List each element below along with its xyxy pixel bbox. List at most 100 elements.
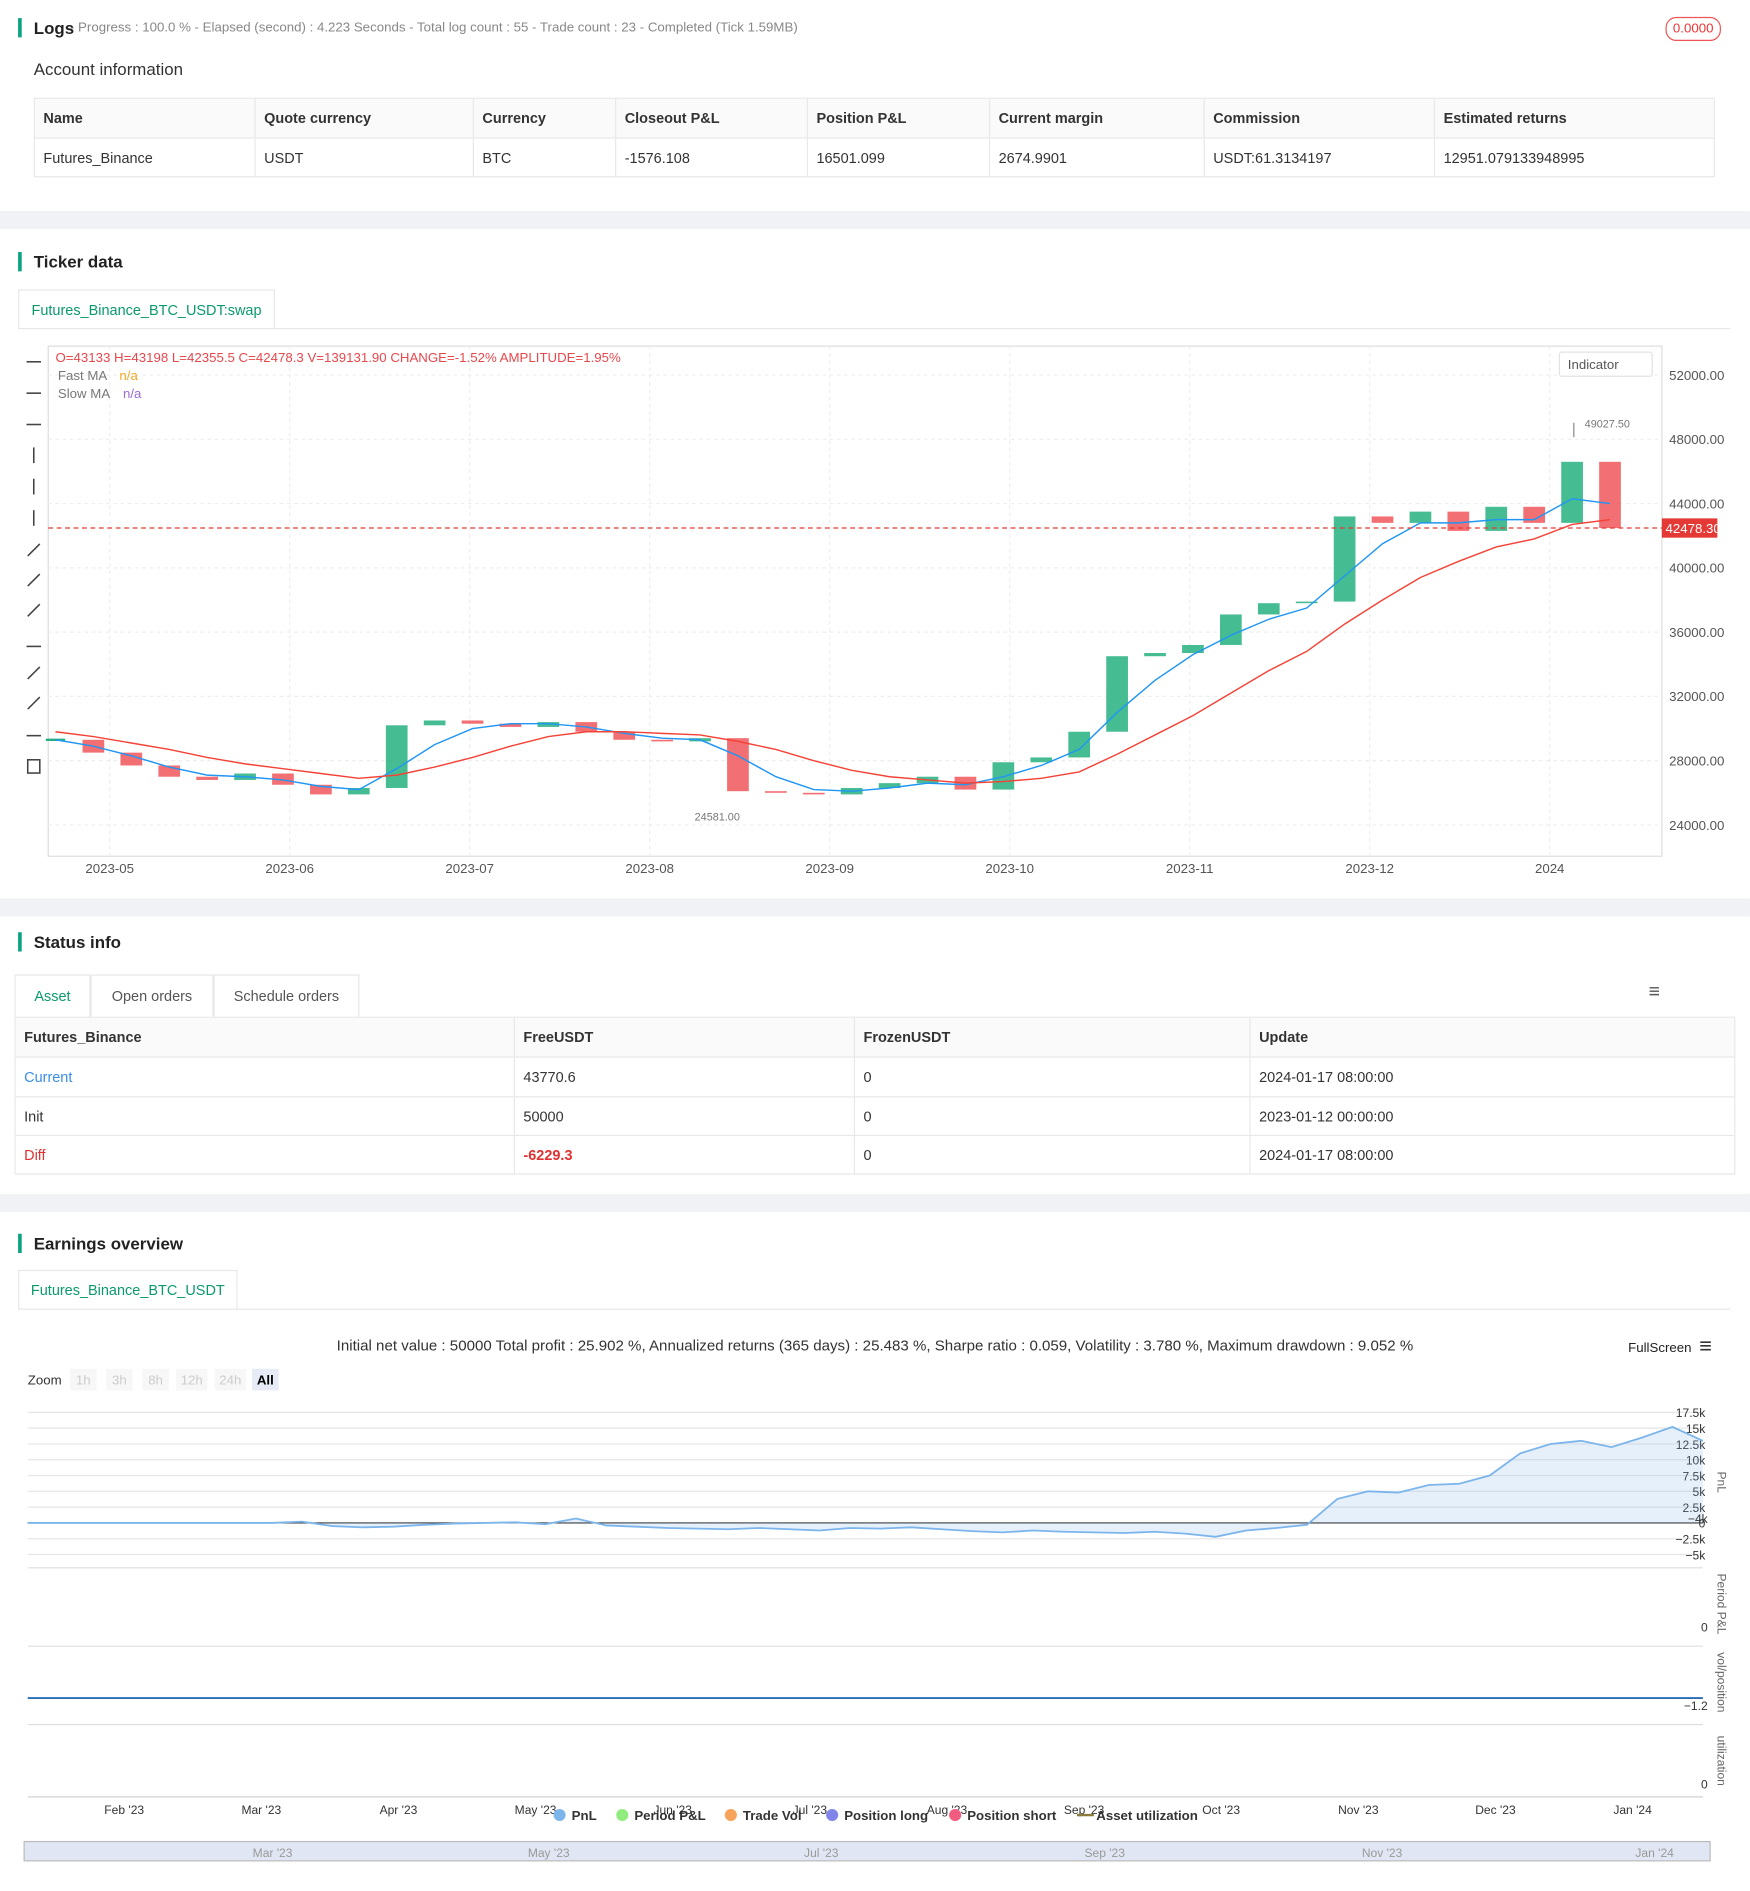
navigator-label: May '23 (528, 1846, 570, 1860)
candle (537, 722, 560, 727)
candle (1447, 511, 1470, 531)
zoom-button-bg (142, 1368, 169, 1391)
zoom-button[interactable]: 12h (181, 1372, 203, 1387)
candle (499, 723, 522, 727)
candle (651, 739, 673, 742)
account-table: Name Quote currency Currency Closeout P&L Po… (33, 97, 1715, 178)
table-cell: -1576.108 (615, 138, 690, 177)
x-tick-label: 2023-06 (265, 861, 314, 876)
zoom-button[interactable]: 24h (219, 1372, 241, 1387)
menu-icon[interactable]: ≡ (1648, 981, 1660, 1003)
candle (1371, 516, 1394, 523)
x-tick-label: 2023-09 (805, 861, 854, 876)
x-tick-label: 2023-10 (985, 861, 1034, 876)
navigator[interactable] (23, 1840, 1711, 1862)
candle (310, 784, 332, 795)
column-header: Commission (1203, 98, 1300, 138)
panel-label: Period P&L (1714, 1574, 1728, 1635)
zoom-button[interactable]: 1h (76, 1372, 91, 1387)
panel-tick-label: 0 (1701, 1621, 1708, 1635)
zoom-button-bg (106, 1368, 133, 1391)
menu-icon[interactable]: ≡ (1699, 1333, 1712, 1358)
indicator-box (1558, 351, 1653, 377)
column-header: Estimated returns (1433, 98, 1567, 138)
candle (1561, 461, 1583, 523)
table-cell: Current (24, 1068, 73, 1086)
x-tick-label: Dec '23 (1475, 1803, 1516, 1817)
zoom-button[interactable]: 3h (112, 1372, 127, 1387)
legend-name: Fast MA (58, 368, 107, 383)
panel-label: PnL (1714, 1471, 1728, 1493)
candle (461, 720, 484, 724)
y-tick-label: 15k (1686, 1422, 1706, 1436)
zoom-button[interactable]: All (257, 1372, 274, 1387)
table-cell: 43770.6 (513, 1057, 576, 1097)
table-cell: 50000 (513, 1096, 564, 1136)
badge: 0.0000 (1665, 16, 1721, 42)
legend-symbol (826, 1809, 839, 1822)
panel-label: utilization (1714, 1736, 1728, 1786)
navigator-label: Sep '23 (1084, 1846, 1125, 1860)
legend-symbol (553, 1809, 566, 1822)
status-tab[interactable]: Open orders (90, 974, 214, 1017)
zoom-button-bg (252, 1368, 279, 1391)
zoom-button[interactable]: 8h (148, 1372, 163, 1387)
table-row: Diff -6229.3 0 2024-01-17 08:00:00 (15, 1134, 1735, 1175)
table-cell: Diff (24, 1146, 46, 1164)
table-cell: USDT (254, 138, 304, 177)
y-tick-label: 28000.00 (1669, 753, 1724, 768)
candle (802, 792, 825, 795)
ticker-tab[interactable]: Futures_Binance_BTC_USDT:swap (18, 289, 275, 330)
candle (1409, 511, 1432, 523)
navigator-label: Nov '23 (1362, 1846, 1403, 1860)
column-header: FreeUSDT (513, 1017, 593, 1057)
legend-label[interactable]: Position short (967, 1808, 1057, 1823)
column-header: Update (1249, 1017, 1308, 1057)
x-tick-label: Sep '23 (1064, 1803, 1105, 1817)
ticker-title: Ticker data (18, 252, 123, 272)
x-tick-label: 2023-05 (85, 861, 134, 876)
status-tab[interactable]: Schedule orders (213, 974, 360, 1017)
legend-label[interactable]: Trade Vol (743, 1808, 802, 1823)
candle (1523, 506, 1546, 523)
legend-label[interactable]: PnL (572, 1808, 597, 1823)
legend-label[interactable]: Period P&L (634, 1808, 705, 1823)
y-tick-label: −2.5k (1675, 1533, 1706, 1547)
legend-label[interactable]: Asset utilization (1096, 1808, 1198, 1823)
x-tick-label: 2023-07 (445, 861, 494, 876)
earnings-summary: Initial net value : 50000 Total profit :… (336, 1337, 1414, 1355)
ticker-chart: 24000.00 28000.00 32000.00 36000.00 40000.00… (26, 345, 1724, 876)
y-tick-label: 5k (1693, 1485, 1707, 1499)
zoom-label: Zoom (28, 1372, 62, 1387)
earnings-tab[interactable]: Futures_Binance_BTC_USDT (18, 1269, 238, 1310)
table-row: Current 43770.6 0 2024-01-17 08:00:00 (15, 1056, 1735, 1097)
legend-value: n/a (119, 368, 138, 383)
candle (1144, 653, 1166, 657)
candle (1485, 506, 1508, 531)
fullscreen[interactable]: FullScreen (1628, 1341, 1692, 1356)
x-tick-label: Feb '23 (104, 1803, 144, 1817)
column-header: Quote currency (254, 98, 371, 138)
candle (347, 787, 370, 795)
status-tab[interactable]: Asset (14, 974, 91, 1017)
x-tick-label: Jul '23 (793, 1803, 828, 1817)
candle (423, 720, 446, 726)
x-tick-label: May '23 (515, 1803, 557, 1817)
y-tick-label: 48000.00 (1669, 432, 1724, 447)
indicator-button[interactable]: Indicator (1568, 357, 1619, 372)
x-tick-label: 2023-12 (1345, 861, 1394, 876)
toolbar (26, 361, 42, 774)
legend-label[interactable]: Position long (844, 1808, 928, 1823)
candle (1257, 603, 1280, 615)
table-cell: 2024-01-17 08:00:00 (1249, 1057, 1393, 1097)
y-tick-label: 12.5k (1676, 1438, 1706, 1452)
table-cell: BTC (472, 138, 511, 177)
table-cell: 0 (853, 1096, 872, 1136)
table-cell: Futures_Binance (43, 148, 153, 166)
candle (196, 776, 218, 780)
zoom-button-bg (69, 1368, 97, 1391)
status-table: Futures_Binance FreeUSDT FrozenUSDT Update C… (14, 1016, 1736, 1175)
table-cell: 2023-01-12 00:00:00 (1249, 1096, 1393, 1136)
